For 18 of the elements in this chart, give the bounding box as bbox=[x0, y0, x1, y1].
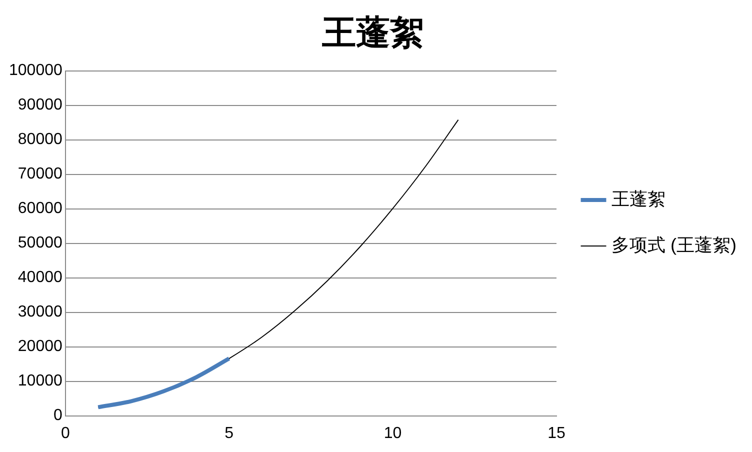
x-tick-label: 5 bbox=[224, 424, 234, 442]
y-tick-label: 0 bbox=[53, 407, 62, 424]
y-tick-label: 30000 bbox=[18, 304, 62, 321]
y-tick-label: 70000 bbox=[18, 166, 62, 183]
x-tick-label: 15 bbox=[548, 424, 566, 442]
legend-label: 多项式 (王蓬絮) bbox=[612, 234, 736, 255]
y-tick-label: 10000 bbox=[18, 372, 62, 390]
y-tick-label: 20000 bbox=[18, 338, 62, 356]
legend-label: 王蓬絮 bbox=[612, 188, 666, 209]
y-tick-label: 100000 bbox=[9, 62, 62, 80]
y-tick-label: 40000 bbox=[18, 269, 62, 286]
line-series bbox=[96, 356, 232, 410]
chart-title: 王蓬絮 bbox=[321, 14, 424, 52]
y-tick-label: 50000 bbox=[18, 234, 62, 252]
x-tick-label: 10 bbox=[384, 424, 402, 442]
y-tick-label: 60000 bbox=[18, 200, 62, 218]
y-tick-label: 90000 bbox=[18, 96, 62, 114]
y-tick-label: 80000 bbox=[18, 131, 62, 148]
